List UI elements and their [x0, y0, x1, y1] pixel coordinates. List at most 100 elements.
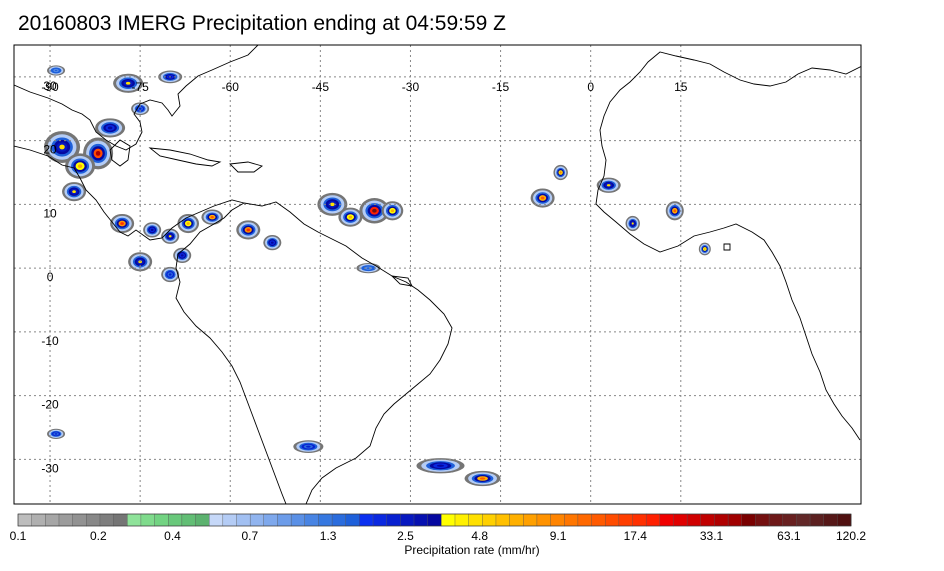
lat-tick-label: 20: [43, 143, 57, 157]
colorbar-swatch: [413, 513, 429, 527]
colorbar-swatch: [809, 513, 825, 527]
colorbar-swatch: [249, 513, 265, 527]
lon-tick-label: -90: [41, 80, 59, 94]
lon-tick-label: 15: [674, 80, 688, 94]
colorbar-tick-label: 33.1: [700, 529, 724, 543]
colorbar-swatch: [550, 513, 565, 527]
colorbar-swatch: [618, 513, 634, 527]
precip-ring: [479, 477, 486, 480]
colorbar-swatch: [86, 513, 101, 527]
colorbar-swatch: [604, 513, 620, 527]
precip-cell: [236, 220, 261, 240]
colorbar-swatch: [782, 513, 797, 527]
colorbar: [17, 513, 852, 527]
colorbar-swatch: [755, 513, 770, 527]
precip-ring: [306, 445, 311, 448]
colorbar-swatch: [31, 513, 46, 527]
colorbar-swatch: [577, 513, 593, 527]
colorbar-swatch: [632, 513, 647, 527]
colorbar-tick-label: 17.4: [624, 529, 648, 543]
coast-hispaniola: [229, 161, 263, 173]
precip-cell: [338, 207, 363, 227]
precip-cell: [143, 222, 162, 238]
precip-ring: [673, 209, 677, 213]
precip-cell: [65, 153, 96, 179]
colorbar-swatch: [17, 513, 33, 527]
colorbar-swatch: [400, 513, 415, 527]
precip-ring: [54, 433, 58, 435]
lon-tick-label: -60: [222, 80, 240, 94]
colorbar-tick-label: 0.2: [90, 529, 107, 543]
colorbar-swatch: [441, 513, 456, 527]
precip-cell: [95, 118, 126, 138]
lat-tick-label: -10: [41, 334, 59, 348]
precip-ring: [246, 228, 251, 232]
colorbar-swatch: [468, 513, 483, 527]
colorbar-swatch: [45, 513, 60, 527]
colorbar-swatch: [195, 513, 210, 527]
precip-ring: [330, 202, 335, 207]
colorbar-swatch: [127, 513, 142, 527]
colorbar-swatch: [113, 513, 128, 527]
colorbar-swatch: [181, 513, 197, 527]
precip-ring: [168, 273, 172, 276]
colorbar-swatch: [564, 513, 579, 527]
colorbar-tick-label: 0.4: [164, 529, 181, 543]
precip-ring: [138, 107, 142, 110]
precip-ring: [77, 164, 83, 169]
lon-tick-label: -30: [402, 80, 420, 94]
precip-cell: [113, 73, 144, 93]
coast-africa: [595, 51, 861, 441]
precip-cell: [665, 201, 684, 221]
precip-ring: [348, 215, 353, 219]
colorbar-swatch: [372, 513, 388, 527]
coastlines: [14, 45, 861, 504]
colorbar-swatch: [536, 513, 552, 527]
precip-cell: [47, 428, 66, 439]
colorbar-swatch: [673, 513, 688, 527]
colorbar-swatch: [140, 513, 156, 527]
precip-cell: [161, 266, 180, 283]
colorbar-swatch: [482, 513, 497, 527]
precip-ring: [606, 184, 611, 187]
colorbar-tick-label: 4.8: [471, 529, 488, 543]
colorbar-swatch: [345, 513, 360, 527]
colorbar-swatch: [154, 513, 169, 527]
coast-amazon-delta: [390, 275, 413, 287]
precip-cell: [625, 215, 640, 232]
coast-yucatan: [109, 139, 131, 167]
precip-cell: [44, 131, 81, 163]
colorbar-swatch: [686, 513, 702, 527]
colorbar-tick-label: 0.7: [241, 529, 258, 543]
precip-ring: [210, 215, 214, 219]
colorbar-swatch: [386, 513, 401, 527]
colorbar-swatch: [700, 513, 715, 527]
coast-cuba: [148, 147, 222, 167]
precip-cell: [596, 177, 621, 193]
coast-gulf: [14, 45, 259, 151]
precip-ring: [390, 209, 395, 213]
colorbar-swatch: [277, 513, 292, 527]
colorbar-swatch: [645, 513, 661, 527]
precip-ring: [107, 126, 113, 130]
longitude-labels: -90 -75 -60 -45 -30 -15 0 15: [41, 80, 687, 94]
colorbar-swatch: [495, 513, 511, 527]
coast-south-america: [243, 201, 453, 504]
precip-cell: [381, 201, 404, 221]
lon-tick-label: -75: [131, 80, 149, 94]
precip-ring: [631, 222, 634, 225]
colorbar-swatch: [331, 513, 347, 527]
colorbar-swatch: [714, 513, 729, 527]
lat-tick-label: 30: [43, 79, 57, 93]
colorbar-frame: [17, 513, 852, 527]
lon-tick-label: -15: [492, 80, 510, 94]
colorbar-swatch: [523, 513, 538, 527]
precip-cell: [317, 192, 348, 216]
latitude-labels: 30 20 10 0 -10 -20 -30: [41, 79, 59, 476]
colorbar-swatch: [427, 513, 442, 527]
colorbar-swatch: [659, 513, 674, 527]
lat-tick-label: 10: [43, 206, 57, 220]
colorbar-swatch: [318, 513, 333, 527]
lat-tick-label: 0: [47, 270, 54, 284]
